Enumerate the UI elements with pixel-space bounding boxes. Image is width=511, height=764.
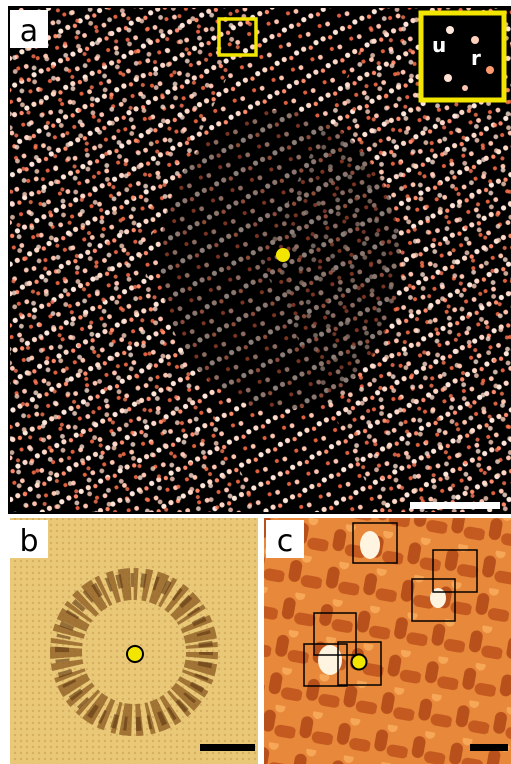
inset-label: r: [471, 46, 481, 70]
scale-bar: [470, 744, 508, 751]
panel-label: c: [277, 524, 294, 559]
inset-atom: [444, 74, 452, 82]
marker-dot: [352, 655, 367, 670]
panel-label: b: [19, 524, 38, 559]
inset-atom: [486, 66, 494, 74]
scale-bar: [200, 744, 255, 751]
inset-atom: [462, 85, 468, 91]
panel-label: a: [20, 14, 38, 49]
marker-dot: [276, 248, 290, 262]
page: {"panels": [{"label": "a", "inset_labels…: [0, 0, 511, 764]
figure: a u r b c: [0, 0, 511, 764]
marker-dot: [127, 646, 143, 662]
inset-label: u: [432, 33, 446, 57]
adatom: [360, 531, 380, 559]
inset-atom: [446, 26, 454, 34]
scale-bar: [410, 502, 500, 509]
inset-atom: [471, 36, 479, 44]
